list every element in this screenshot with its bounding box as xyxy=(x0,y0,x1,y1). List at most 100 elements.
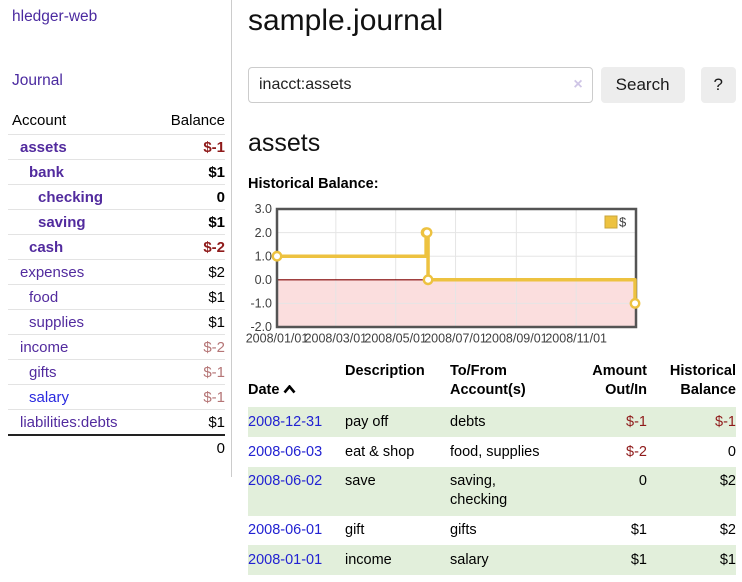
transaction-balance: $2 xyxy=(719,522,736,539)
clear-search-icon[interactable]: × xyxy=(573,76,583,93)
help-button[interactable]: ? xyxy=(700,67,736,103)
account-row: food $1 xyxy=(8,284,225,310)
transaction-date-link[interactable]: 2008-06-02 xyxy=(248,473,323,490)
x-axis-tick: 2008/07/01 xyxy=(424,332,487,346)
x-axis-tick: 2008/11/01 xyxy=(545,332,607,346)
accounts-total-row: 0 xyxy=(8,434,225,461)
legend-swatch xyxy=(604,215,618,229)
account-row: gifts $-1 xyxy=(8,359,225,385)
x-axis-tick: 2008/05/01 xyxy=(364,332,427,346)
account-row: saving $1 xyxy=(8,209,225,235)
account-link[interactable]: cash xyxy=(29,238,64,256)
data-point-marker xyxy=(271,250,283,262)
transaction-accounts: salary xyxy=(450,551,489,568)
account-row: liabilities:debts $1 xyxy=(8,409,225,435)
search-input[interactable] xyxy=(248,67,593,103)
transaction-amount: $1 xyxy=(630,522,647,539)
transaction-accounts: saving, checking xyxy=(450,473,508,509)
account-balance: $-2 xyxy=(149,334,225,360)
transaction-amount: $1 xyxy=(630,551,647,568)
transaction-row: 2008-01-01 income salary $1 $1 xyxy=(248,545,736,576)
accounts-column-balance: Balance xyxy=(170,112,225,129)
transaction-description: gift xyxy=(345,522,365,539)
account-balance: $1 xyxy=(149,284,225,310)
plot-border xyxy=(275,207,638,329)
transaction-accounts: gifts xyxy=(450,522,477,539)
x-axis-tick: 2008/03/01 xyxy=(305,332,368,346)
transaction-amount: 0 xyxy=(638,473,647,490)
account-balance: $1 xyxy=(149,159,225,185)
account-row: bank $1 xyxy=(8,159,225,185)
search-form: × Search ? xyxy=(248,67,736,103)
accounts-total-balance: 0 xyxy=(149,434,225,461)
account-balance: $1 xyxy=(149,409,225,435)
main-content: sample.journal × Search ? assets Histori… xyxy=(246,0,742,576)
transaction-row: 2008-06-03 eat & shop food, supplies $-2 0 xyxy=(248,437,736,467)
app-brand-link[interactable]: hledger-web xyxy=(12,8,98,25)
transaction-row: 2008-06-02 save saving, checking 0 $2 xyxy=(248,466,736,516)
account-row: income $-2 xyxy=(8,334,225,360)
account-balance: $1 xyxy=(149,209,225,235)
account-link[interactable]: bank xyxy=(29,163,65,181)
y-axis-tick: -2.0 xyxy=(250,320,272,334)
transaction-description: income xyxy=(345,551,392,568)
account-heading: assets xyxy=(248,129,321,157)
transaction-description: eat & shop xyxy=(345,443,415,460)
account-link[interactable]: gifts xyxy=(29,363,57,381)
search-box: × xyxy=(248,67,593,103)
transaction-amount: $-2 xyxy=(626,443,647,460)
transaction-accounts: food, supplies xyxy=(450,443,540,460)
account-row: expenses $2 xyxy=(8,259,225,285)
account-link[interactable]: saving xyxy=(38,213,86,231)
account-link[interactable]: income xyxy=(20,338,69,356)
account-link[interactable]: liabilities:debts xyxy=(20,413,118,431)
account-balance: $-1 xyxy=(149,134,225,160)
account-balance: $-2 xyxy=(149,234,225,260)
accounts-table: Account Balance assets $-1 bank $1 checking 0… xyxy=(8,108,225,461)
account-link[interactable]: assets xyxy=(20,138,67,156)
transaction-balance: $-1 xyxy=(715,413,736,430)
account-row: cash $-2 xyxy=(8,234,225,260)
data-point-marker xyxy=(629,298,641,309)
account-row: supplies $1 xyxy=(8,309,225,335)
account-link[interactable]: expenses xyxy=(20,263,85,281)
account-link[interactable]: supplies xyxy=(29,313,85,331)
transaction-date-link[interactable]: 2008-06-03 xyxy=(248,443,323,460)
y-axis-tick: 3.0 xyxy=(255,202,272,216)
y-axis-tick: -1.0 xyxy=(250,297,272,311)
sort-ascending-icon xyxy=(283,384,296,394)
account-link[interactable]: checking xyxy=(38,188,104,206)
transaction-description: save xyxy=(345,473,376,490)
register-column-date[interactable]: Date xyxy=(248,362,345,407)
register-column-amount: Amount Out/In xyxy=(592,363,647,399)
sidebar-item-journal[interactable]: Journal xyxy=(12,72,63,89)
account-balance: $-1 xyxy=(149,384,225,410)
transaction-balance: $2 xyxy=(719,473,736,490)
accounts-column-account: Account xyxy=(12,112,67,129)
register-column-accounts: To/From Account(s) xyxy=(450,363,526,399)
account-row: assets $-1 xyxy=(8,134,225,160)
transaction-balance: 0 xyxy=(727,443,736,460)
transaction-row: 2008-12-31 pay off debts $-1 $-1 xyxy=(248,407,736,438)
account-link[interactable]: food xyxy=(29,288,59,306)
account-link[interactable]: salary xyxy=(29,388,70,406)
chart-title: Historical Balance: xyxy=(248,176,379,192)
data-point-marker xyxy=(422,274,434,286)
page-title: sample.journal xyxy=(248,4,444,37)
legend-label: $ xyxy=(619,215,627,230)
x-axis-tick: 2008/01/01 xyxy=(246,332,309,346)
account-row: checking 0 xyxy=(8,184,225,210)
x-axis-tick: 2008/09/01 xyxy=(485,332,548,346)
register-column-description: Description xyxy=(345,363,425,379)
transaction-date-link[interactable]: 2008-12-31 xyxy=(248,413,323,430)
register-column-balance: Historical Balance xyxy=(669,363,736,399)
account-row: salary $-1 xyxy=(8,384,225,410)
register-table: Date Description To/From Account(s) Amou… xyxy=(248,362,736,576)
transaction-amount: $-1 xyxy=(626,413,647,430)
search-button[interactable]: Search xyxy=(600,67,685,103)
transaction-row: 2008-06-01 gift gifts $1 $2 xyxy=(248,516,736,546)
transaction-date-link[interactable]: 2008-01-01 xyxy=(248,551,323,568)
transaction-date-link[interactable]: 2008-06-01 xyxy=(248,522,323,539)
account-balance: $1 xyxy=(149,309,225,335)
account-balance: $2 xyxy=(149,259,225,285)
